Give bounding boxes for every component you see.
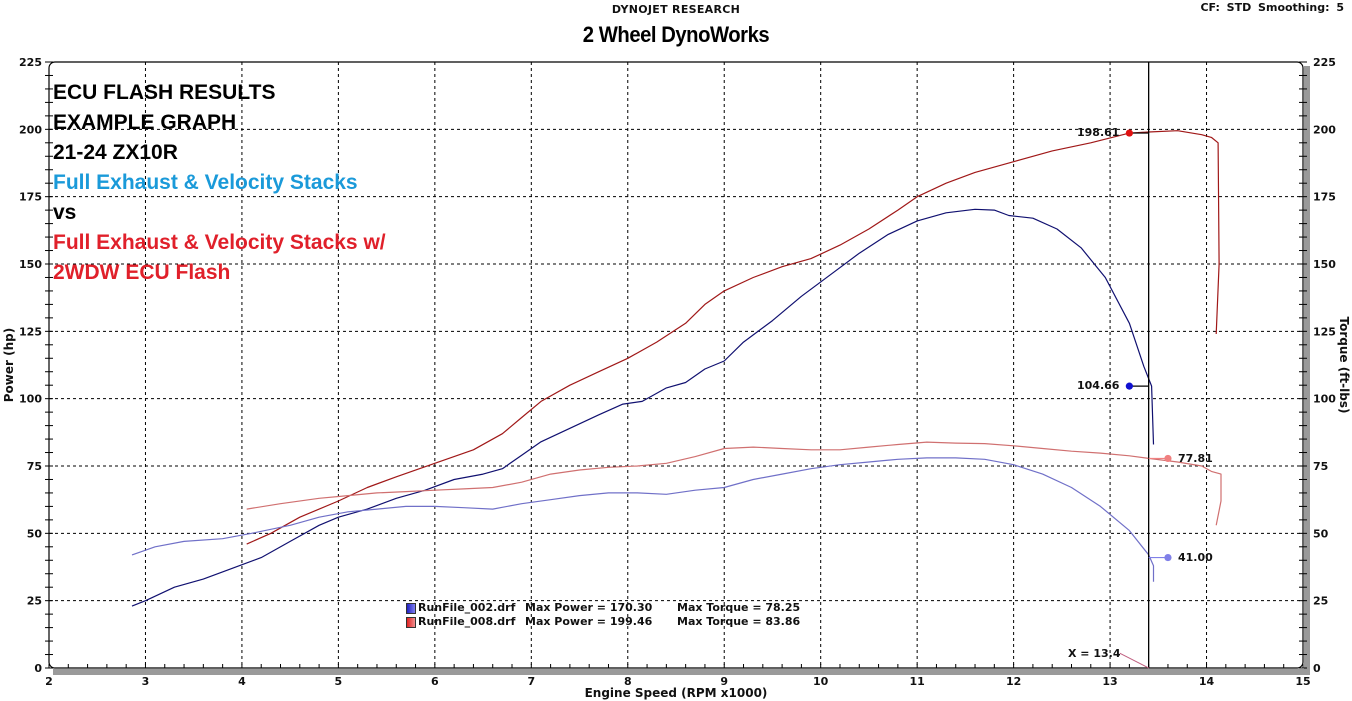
- plot-frame-shadow: [53, 66, 1310, 675]
- x-tick-label: 7: [527, 675, 535, 688]
- y2-tick-label: 50: [1313, 527, 1329, 540]
- cursor-label-leader: [1119, 652, 1149, 669]
- x-axis-title: Engine Speed (RPM x1000): [585, 686, 768, 700]
- x-tick-label: 8: [624, 675, 632, 688]
- y-tick-label: 75: [27, 460, 42, 473]
- y-tick-label: 225: [19, 56, 42, 69]
- y-tick-label: 50: [27, 527, 43, 540]
- y2-tick-label: 75: [1313, 460, 1328, 473]
- red-torque-marker-icon: [1164, 454, 1172, 463]
- run008-swatch-icon: [406, 616, 416, 628]
- legend-file: RunFile_002.drf: [418, 601, 516, 614]
- y2-tick-label: 100: [1313, 393, 1336, 406]
- cursor-value-blue-power: 104.66: [1077, 379, 1120, 392]
- curve-runfile-002-drf-power: [131, 208, 1155, 607]
- x-tick-label: 12: [1006, 675, 1021, 688]
- legend-max-torque: Max Torque = 78.25: [677, 601, 801, 614]
- y2-tick-label: 175: [1313, 191, 1336, 204]
- legend: RunFile_002.drf Max Power = 170.30 Max T…: [406, 601, 800, 629]
- red-power-marker-icon: [1125, 129, 1133, 137]
- correction-settings: CF: STD Smoothing: 5: [1200, 1, 1344, 14]
- annotation-line: 21-24 ZX10R: [53, 141, 178, 164]
- y2-tick-label: 25: [1313, 595, 1328, 608]
- curve-runfile-008-drf-power: [246, 130, 1220, 545]
- annotation-line: vs: [53, 201, 77, 224]
- y2-tick-label: 0: [1313, 662, 1321, 675]
- legend-max-torque: Max Torque = 83.86: [677, 615, 801, 628]
- x-tick-label: 10: [813, 675, 829, 688]
- blue-torque-marker-icon: [1164, 553, 1172, 562]
- curves: [131, 130, 1222, 607]
- y-tick-label: 100: [19, 393, 42, 406]
- blue-power-marker-icon: [1125, 382, 1133, 390]
- y2-axis-title: Torque (ft-lbs): [1337, 317, 1351, 414]
- curve-runfile-008-drf-torque: [246, 441, 1222, 526]
- x-tick-label: 13: [1102, 675, 1117, 688]
- chart-title: 2 Wheel DynoWorks: [582, 22, 770, 47]
- x-tick-label: 4: [238, 675, 246, 688]
- x-tick-label: 3: [142, 675, 150, 688]
- x-tick-label: 5: [335, 675, 343, 688]
- y-tick-label: 150: [19, 258, 42, 271]
- curve-runfile-002-drf-torque: [131, 457, 1155, 582]
- y-tick-label: 0: [34, 662, 42, 675]
- y-tick-label: 200: [19, 123, 42, 136]
- y-tick-label: 25: [27, 595, 42, 608]
- x-tick-label: 2: [45, 675, 53, 688]
- y-axis-title: Power (hp): [2, 328, 16, 402]
- legend-row-run008[interactable]: RunFile_008.drf Max Power = 199.46 Max T…: [406, 615, 800, 629]
- x-tick-label: 14: [1199, 675, 1215, 688]
- x-tick-label: 11: [909, 675, 924, 688]
- y2-tick-label: 125: [1313, 325, 1336, 338]
- cursor-value-red-torque: 77.81: [1178, 452, 1213, 465]
- legend-max-power: Max Power = 170.30: [525, 601, 653, 614]
- annotation-line: ECU FLASH RESULTS: [53, 81, 276, 104]
- annotation-line: Full Exhaust & Velocity Stacks: [53, 171, 358, 194]
- y2-tick-label: 150: [1313, 258, 1336, 271]
- x-tick-label: 15: [1295, 675, 1310, 688]
- y-tick-label: 175: [19, 191, 42, 204]
- legend-max-power: Max Power = 199.46: [525, 615, 653, 628]
- x-tick-label: 6: [431, 675, 439, 688]
- legend-row-run002[interactable]: RunFile_002.drf Max Power = 170.30 Max T…: [406, 601, 800, 615]
- legend-file: RunFile_008.drf: [418, 615, 516, 628]
- cursor-value-red-power: 198.61: [1077, 126, 1120, 139]
- x-tick-label: 9: [720, 675, 728, 688]
- y-tick-label: 125: [19, 325, 42, 338]
- annotation-line: Full Exhaust & Velocity Stacks w/: [53, 231, 386, 254]
- cursor-x-label: X = 13.4: [1068, 647, 1121, 660]
- chart-subtitle: DYNOJET RESEARCH: [611, 3, 741, 16]
- y2-tick-label: 225: [1313, 56, 1336, 69]
- gridlines: [49, 62, 1303, 668]
- annotation-line: EXAMPLE GRAPH: [53, 111, 237, 134]
- y2-tick-label: 200: [1313, 123, 1336, 136]
- plot-area: [48, 61, 1304, 669]
- cursor-line[interactable]: [1119, 62, 1172, 669]
- annotation-line: 2WDW ECU Flash: [53, 261, 231, 284]
- run002-swatch-icon: [406, 602, 416, 614]
- cursor-value-blue-torque: 41.00: [1178, 551, 1213, 564]
